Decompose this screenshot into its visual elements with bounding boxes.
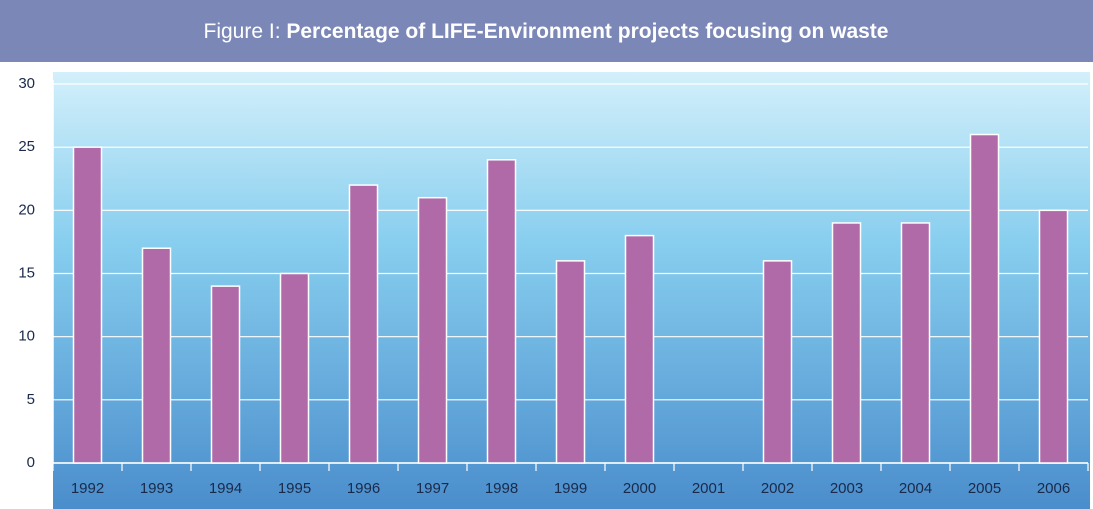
x-tick-label: 1993 [140,480,173,497]
title-text: Percentage of LIFE-Environment projects … [286,20,888,43]
y-tick-label: 0 [27,454,35,471]
y-tick-label: 30 [18,75,35,92]
chart-title: Figure I: Percentage of LIFE-Environment… [204,20,889,43]
x-tick-label: 1998 [485,480,518,497]
x-tick-label: 1992 [71,480,104,497]
x-tick-label: 1994 [209,480,242,497]
title-bar [0,0,1093,62]
x-tick-label: 2001 [692,480,725,497]
x-tick-label: 2003 [830,480,863,497]
bar [624,234,655,464]
bar [969,133,1000,464]
bar [762,260,793,464]
bar [555,260,586,464]
bar [486,159,517,464]
x-tick-label: 1996 [347,480,380,497]
y-tick-label: 20 [18,201,35,218]
y-tick-label: 5 [27,391,35,408]
x-tick-label: 2002 [761,480,794,497]
x-tick-label: 1995 [278,480,311,497]
bar [1038,209,1069,464]
bar [417,196,448,464]
x-tick-label: 2004 [899,480,932,497]
bar [72,146,103,464]
y-tick-label: 25 [18,138,35,155]
x-tick-label: 2000 [623,480,656,497]
x-tick-label: 2006 [1037,480,1070,497]
title-label: Figure I: [204,20,281,43]
bar [141,247,172,464]
x-tick-label: 1997 [416,480,449,497]
x-tick-label: 2005 [968,480,1001,497]
x-tick-label: 1999 [554,480,587,497]
y-tick-label: 15 [18,264,35,281]
bar [279,272,310,464]
bar [348,184,379,464]
bar [210,285,241,464]
y-tick-label: 10 [18,328,35,345]
bar [831,222,862,464]
bar [900,222,931,464]
